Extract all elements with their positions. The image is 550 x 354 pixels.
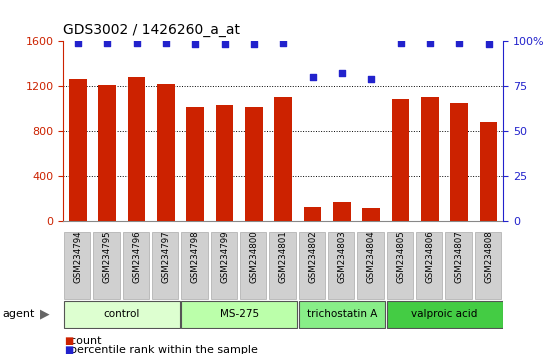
Bar <box>392 99 409 221</box>
Point <box>484 41 493 47</box>
Bar <box>216 105 233 221</box>
Text: percentile rank within the sample: percentile rank within the sample <box>63 346 258 354</box>
Text: GSM234797: GSM234797 <box>161 231 170 284</box>
FancyBboxPatch shape <box>152 232 178 299</box>
Text: ■: ■ <box>64 336 74 346</box>
FancyBboxPatch shape <box>181 301 298 328</box>
Point <box>426 40 434 45</box>
Bar <box>98 85 116 221</box>
Text: GSM234795: GSM234795 <box>103 231 112 284</box>
Text: ▶: ▶ <box>40 308 50 321</box>
Text: GSM234802: GSM234802 <box>308 231 317 284</box>
Bar <box>304 207 321 221</box>
Bar <box>245 107 263 221</box>
Text: GSM234798: GSM234798 <box>191 231 200 284</box>
FancyBboxPatch shape <box>64 301 180 328</box>
FancyBboxPatch shape <box>299 232 325 299</box>
Text: GSM234801: GSM234801 <box>279 231 288 284</box>
FancyBboxPatch shape <box>475 232 501 299</box>
Text: GSM234800: GSM234800 <box>249 231 258 284</box>
Text: agent: agent <box>3 309 35 319</box>
FancyBboxPatch shape <box>64 232 90 299</box>
Bar <box>480 122 497 221</box>
Point <box>191 41 200 47</box>
FancyBboxPatch shape <box>181 232 207 299</box>
Text: control: control <box>104 309 140 319</box>
Text: GSM234807: GSM234807 <box>455 231 464 284</box>
Point <box>338 70 346 76</box>
Text: GSM234799: GSM234799 <box>220 231 229 283</box>
Point <box>367 76 376 81</box>
Text: GSM234808: GSM234808 <box>484 231 493 284</box>
Text: GSM234803: GSM234803 <box>337 231 346 284</box>
Text: GSM234796: GSM234796 <box>132 231 141 284</box>
Bar <box>69 79 87 221</box>
Point <box>396 40 405 45</box>
Text: ■: ■ <box>64 346 74 354</box>
Text: MS-275: MS-275 <box>219 309 259 319</box>
Point <box>103 40 112 45</box>
Point <box>455 40 464 45</box>
FancyBboxPatch shape <box>123 232 149 299</box>
Text: GSM234805: GSM234805 <box>396 231 405 284</box>
Point <box>250 41 258 47</box>
Text: GSM234794: GSM234794 <box>73 231 82 284</box>
FancyBboxPatch shape <box>299 301 386 328</box>
FancyBboxPatch shape <box>269 232 295 299</box>
Text: count: count <box>63 336 102 346</box>
FancyBboxPatch shape <box>328 232 354 299</box>
FancyBboxPatch shape <box>93 232 119 299</box>
Bar <box>274 97 292 221</box>
FancyBboxPatch shape <box>387 301 503 328</box>
Bar <box>421 97 439 221</box>
Bar <box>157 84 175 221</box>
Text: valproic acid: valproic acid <box>411 309 478 319</box>
Bar <box>186 107 204 221</box>
FancyBboxPatch shape <box>416 232 442 299</box>
Point <box>74 40 82 45</box>
Point <box>308 74 317 80</box>
Point <box>220 41 229 47</box>
FancyBboxPatch shape <box>240 232 266 299</box>
Text: GDS3002 / 1426260_a_at: GDS3002 / 1426260_a_at <box>63 23 240 37</box>
FancyBboxPatch shape <box>387 232 413 299</box>
Bar <box>362 208 380 221</box>
FancyBboxPatch shape <box>357 232 383 299</box>
Text: GSM234806: GSM234806 <box>425 231 435 284</box>
Bar <box>333 202 351 221</box>
Bar <box>128 77 145 221</box>
Text: trichostatin A: trichostatin A <box>307 309 377 319</box>
Bar <box>450 103 468 221</box>
Text: GSM234804: GSM234804 <box>367 231 376 284</box>
Point <box>162 40 170 45</box>
Point <box>279 40 288 45</box>
FancyBboxPatch shape <box>445 232 471 299</box>
FancyBboxPatch shape <box>211 232 237 299</box>
Point <box>132 40 141 45</box>
